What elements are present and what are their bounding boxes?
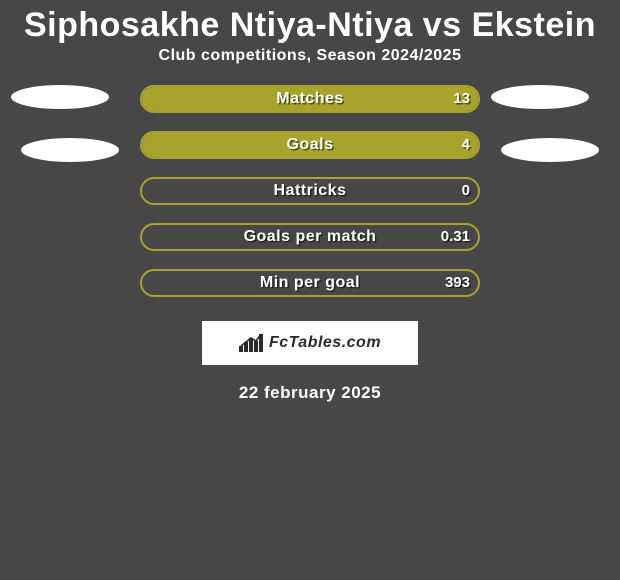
logo-text: FcTables.com (269, 334, 381, 352)
bar-track (140, 269, 480, 297)
bar-track (140, 85, 480, 113)
date-text: 22 february 2025 (0, 365, 620, 403)
bar-track (140, 177, 480, 205)
bar-track (140, 223, 480, 251)
stat-row: Goals4 (0, 131, 620, 177)
stats-container: Matches13Goals4Hattricks0Goals per match… (0, 85, 620, 315)
stat-row: Hattricks0 (0, 177, 620, 223)
bar-track (140, 131, 480, 159)
bar-fill (142, 133, 478, 157)
page-title: Siphosakhe Ntiya-Ntiya vs Ekstein (0, 0, 620, 47)
page-subtitle: Club competitions, Season 2024/2025 (0, 47, 620, 85)
logo-box: FcTables.com (202, 321, 418, 365)
stat-row: Matches13 (0, 85, 620, 131)
stat-row: Goals per match0.31 (0, 223, 620, 269)
stat-row: Min per goal393 (0, 269, 620, 315)
bar-fill (142, 87, 478, 111)
bars-icon (239, 332, 265, 354)
